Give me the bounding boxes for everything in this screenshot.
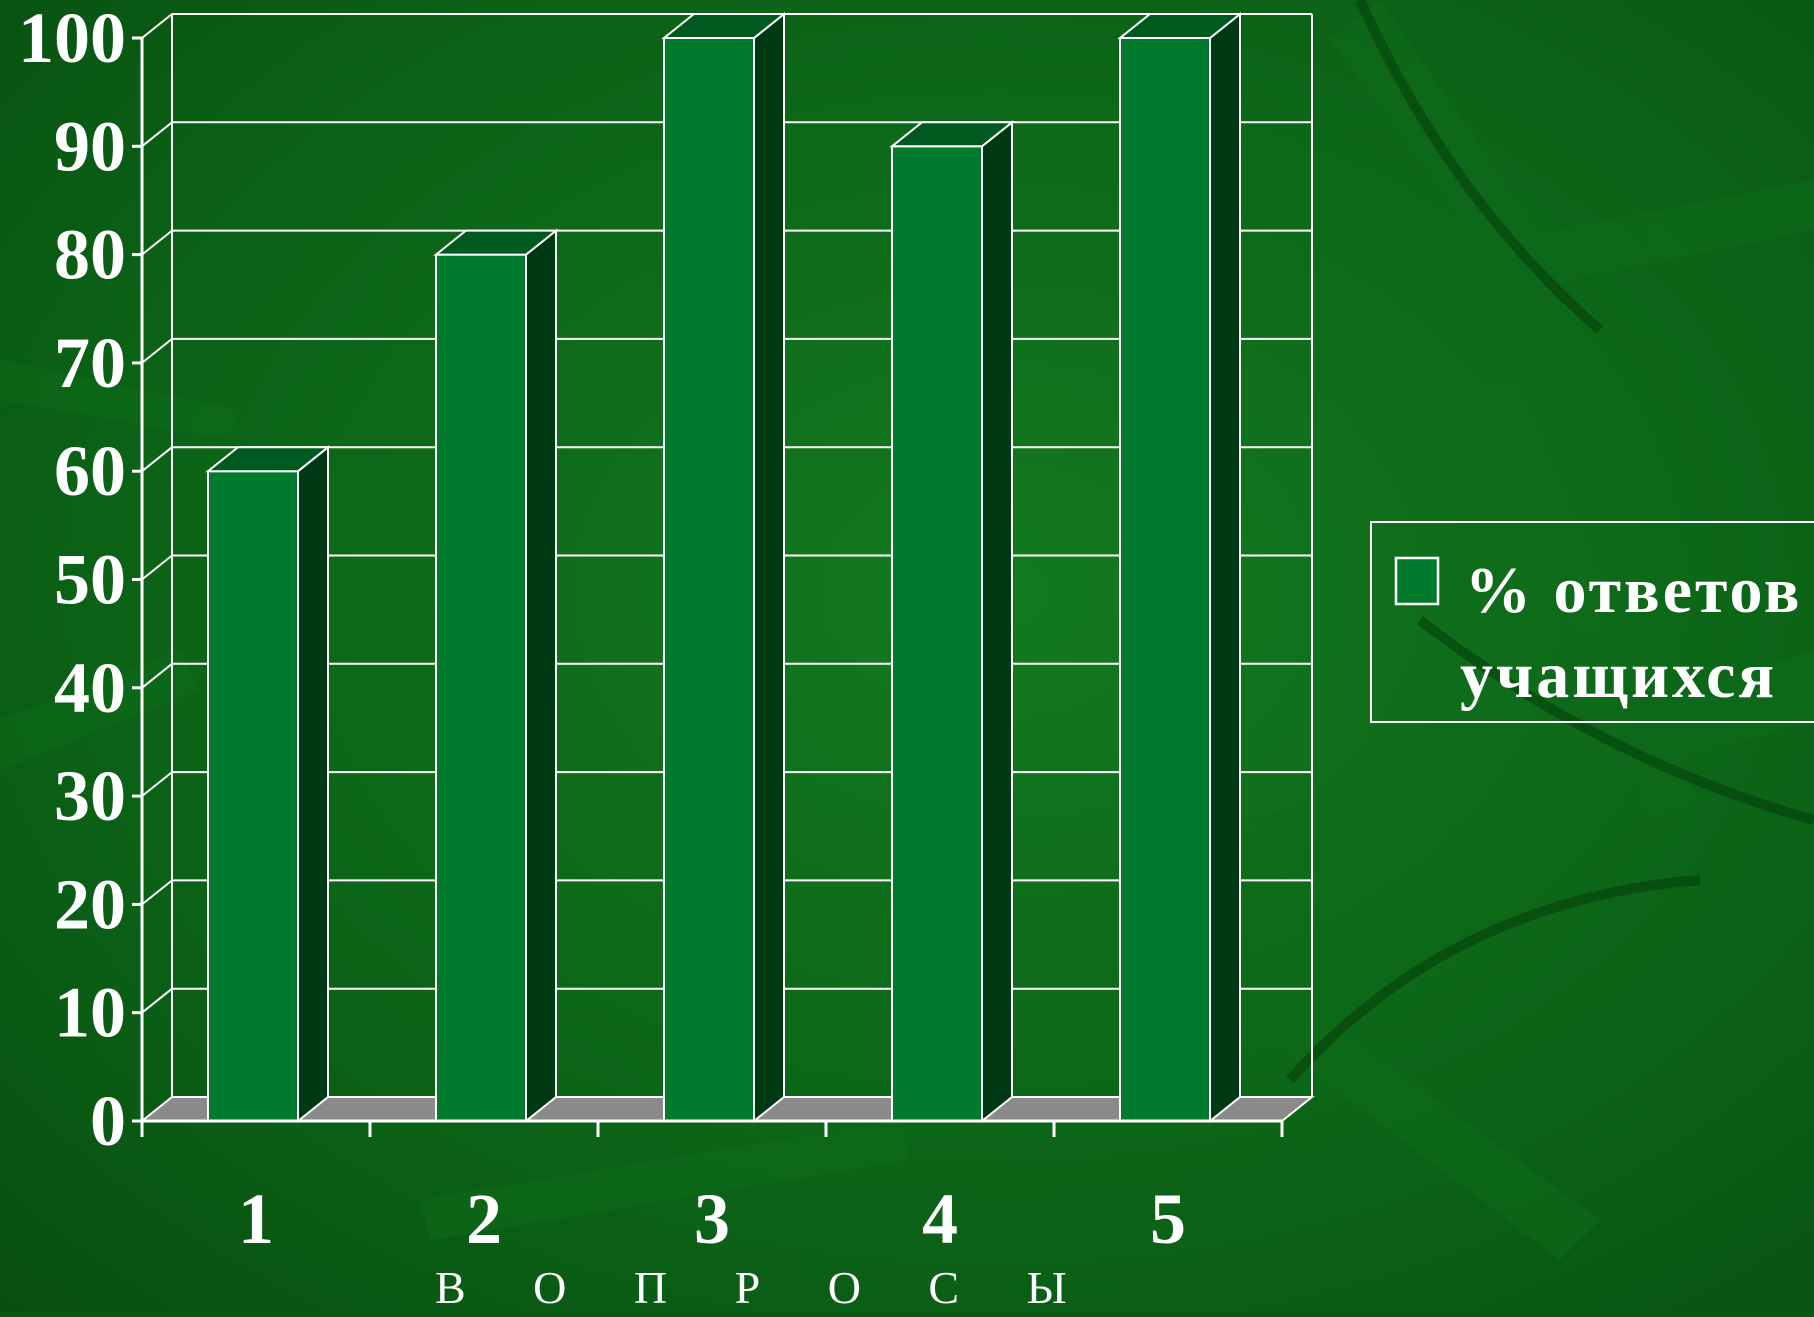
x-axis-label: В О П Р О С Ы [435, 1262, 1095, 1312]
y-tick-label: 80 [54, 215, 126, 295]
bar-front [207, 470, 299, 1122]
gridline-side [141, 987, 173, 1014]
legend: % ответов учащихся [1370, 521, 1814, 723]
x-tick-label: 3 [694, 1179, 730, 1259]
gridline-side [141, 13, 173, 39]
bar-3 [661, 11, 787, 1124]
bar-side [1209, 11, 1241, 1124]
legend-label-line-2: учащихся [1460, 639, 1777, 712]
y-tick-label: 30 [54, 756, 126, 836]
gridline-side [141, 229, 173, 256]
bar-top [205, 446, 331, 473]
y-tick-label: 20 [54, 864, 126, 944]
bar-top [433, 229, 559, 256]
bar-5 [1117, 11, 1243, 1124]
bar-top [1117, 13, 1243, 39]
y-tick-label: 0 [90, 1081, 126, 1161]
y-tick-label: 60 [54, 431, 126, 511]
bar-2 [433, 228, 559, 1124]
y-tick-label: 40 [54, 648, 126, 728]
gridline-side [141, 338, 173, 364]
y-tick-label: 50 [54, 540, 126, 620]
bar-front [891, 145, 983, 1123]
gridline-side [141, 663, 173, 689]
bars [205, 11, 1243, 1124]
gridline-side [141, 446, 173, 472]
y-axis: 0 10 20 30 40 50 60 70 80 90 100 [18, 0, 144, 1161]
x-tick-label: 1 [238, 1179, 274, 1259]
x-axis: 1 2 3 4 5 [140, 1119, 1284, 1259]
gridline-side [141, 771, 173, 797]
legend-swatch [1394, 556, 1440, 606]
background-stems [1286, 0, 1814, 1084]
bar-4 [889, 120, 1015, 1124]
y-tick-label: 70 [54, 323, 126, 403]
legend-box [1370, 521, 1814, 723]
bar-top [889, 121, 1015, 148]
bar-front [435, 253, 527, 1123]
y-tick-label: 90 [54, 106, 126, 186]
x-tick-label: 4 [922, 1179, 958, 1259]
bar-1 [205, 445, 331, 1124]
gridline-side [141, 879, 173, 906]
bar-side [753, 11, 785, 1124]
bar-side [525, 228, 557, 1124]
x-tick-label: 2 [466, 1179, 502, 1259]
bar-side [297, 445, 329, 1124]
gridline-side [141, 554, 173, 581]
x-tick-label: 5 [1150, 1179, 1186, 1259]
bar-top [661, 13, 787, 39]
legend-label-line-1: % ответов [1465, 554, 1803, 627]
gridline-side [141, 121, 173, 148]
bar-side [981, 120, 1013, 1124]
y-tick-label: 100 [18, 0, 126, 78]
y-tick-label: 10 [54, 973, 126, 1053]
bar-front [663, 37, 755, 1122]
bar-front [1119, 37, 1211, 1122]
